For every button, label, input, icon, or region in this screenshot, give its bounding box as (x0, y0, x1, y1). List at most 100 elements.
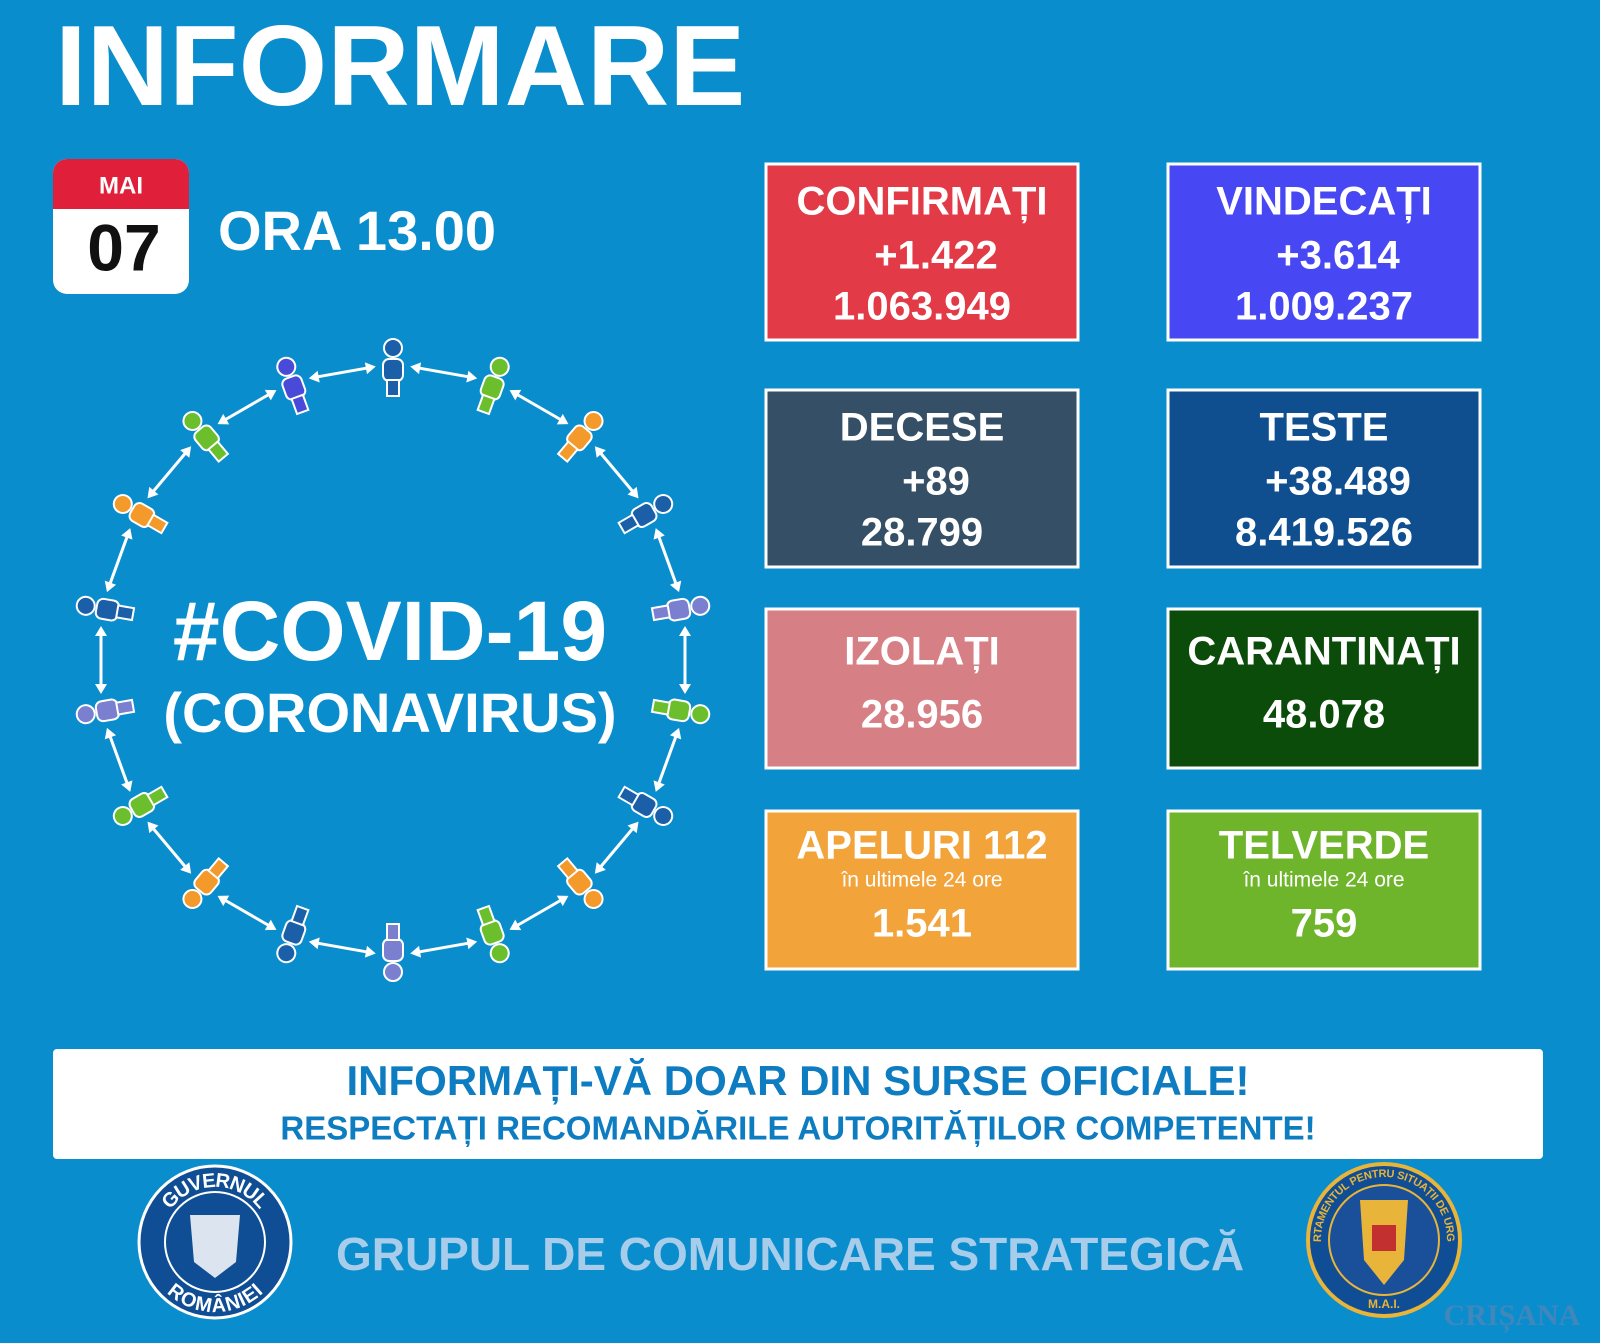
arrow-shaft (514, 897, 564, 929)
banner-line: RESPECTAȚI RECOMANDĂRILE AUTORITĂȚILOR C… (280, 1110, 1315, 1147)
people-circle (75, 338, 711, 982)
person-head (112, 494, 133, 514)
person-legs (290, 393, 310, 416)
covid-name: (CORONAVIRUS) (163, 681, 616, 744)
person (112, 494, 169, 535)
arrow (410, 937, 478, 958)
person (650, 595, 711, 622)
card-title: CARANTINAȚI (1187, 630, 1460, 674)
person (112, 785, 169, 826)
person-head (583, 889, 604, 910)
person (617, 785, 674, 826)
card-delta: +38.489 (1265, 460, 1411, 504)
calendar-top (53, 159, 189, 209)
person-head (653, 806, 674, 826)
logo-crest (190, 1215, 240, 1278)
card-total: 48.078 (1263, 693, 1385, 737)
card-total: 1.541 (872, 902, 972, 946)
person (476, 904, 510, 964)
person (182, 410, 230, 464)
arrow (679, 626, 691, 694)
card-title: IZOLAȚI (844, 630, 1000, 674)
card-delta: +3.614 (1276, 234, 1400, 278)
card (1166, 388, 1482, 569)
arrow-head (217, 389, 277, 425)
arrow-shaft (314, 366, 371, 379)
card (764, 607, 1080, 770)
logo-ring (164, 1191, 266, 1293)
card-total: 8.419.526 (1235, 511, 1413, 555)
arrow (594, 821, 639, 874)
arrow (104, 528, 133, 593)
person (556, 856, 604, 910)
person-head (383, 338, 403, 358)
arrow-shaft (656, 733, 679, 787)
person-legs (386, 923, 400, 941)
card-subtitle: în ultimele 24 ore (840, 869, 1002, 892)
person-legs (556, 440, 579, 464)
arrow-head (104, 727, 133, 792)
arrow (594, 446, 639, 499)
person-legs (386, 379, 400, 397)
arrow (104, 727, 133, 792)
person-head (112, 806, 133, 826)
person (276, 356, 310, 416)
arrow-head (653, 727, 682, 792)
card-title: VINDECAȚI (1216, 180, 1432, 224)
person-legs (290, 904, 310, 927)
arrow-head (509, 895, 569, 931)
logo-text: M.A.I. (1368, 1297, 1400, 1311)
person-head (489, 356, 510, 377)
person (650, 698, 711, 725)
arrow-shaft (107, 733, 130, 787)
arrow (653, 727, 682, 792)
card-delta: +1.422 (874, 234, 997, 278)
card-subtitle: în ultimele 24 ore (1242, 869, 1404, 892)
arrow (217, 895, 277, 931)
card-total: 1.009.237 (1235, 285, 1413, 329)
person-legs (146, 785, 169, 807)
person-head (690, 595, 711, 616)
person-head (182, 410, 203, 431)
arrow-head (509, 389, 569, 425)
person-legs (617, 513, 640, 535)
card-total: 1.063.949 (833, 285, 1011, 329)
person-body (382, 358, 404, 382)
arrow-head (410, 362, 478, 383)
card (1166, 162, 1482, 342)
arrow (653, 528, 682, 593)
person-body (382, 938, 404, 962)
person (382, 923, 404, 982)
arrow-head (147, 446, 192, 499)
card-title: TESTE (1260, 406, 1389, 450)
arrow-shaft (314, 941, 371, 954)
page-title: INFORMARE (55, 3, 745, 130)
person-legs (556, 856, 579, 880)
person-head (690, 704, 711, 725)
arrow (509, 389, 569, 425)
covid-hashtag: #COVID-19 (173, 584, 607, 678)
arrow-head (653, 528, 682, 593)
arrow (509, 895, 569, 931)
person-legs (650, 604, 671, 622)
time: ORA 13.00 (218, 199, 496, 262)
card (1166, 607, 1482, 770)
arrow-head (147, 821, 192, 874)
arrow-shaft (597, 825, 636, 871)
arrow-shaft (222, 391, 272, 423)
person-legs (650, 698, 671, 716)
person-legs (115, 698, 136, 716)
person (75, 698, 136, 725)
card (764, 388, 1080, 569)
card (1166, 809, 1482, 971)
person-legs (476, 393, 496, 416)
card-total: 759 (1291, 902, 1358, 946)
person-legs (115, 604, 136, 622)
arrow-shaft (150, 449, 189, 495)
person-legs (207, 856, 230, 880)
person-legs (617, 785, 640, 807)
arrow (308, 937, 376, 958)
calendar-month: MAI (99, 172, 143, 199)
arrow (410, 362, 478, 383)
